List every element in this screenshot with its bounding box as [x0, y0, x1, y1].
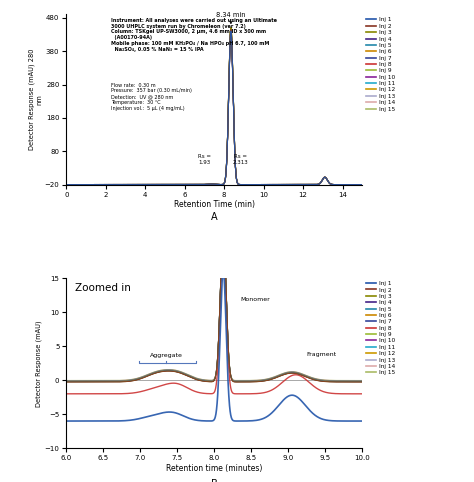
Text: Zoomed in: Zoomed in	[75, 283, 131, 293]
X-axis label: Retention time (minutes): Retention time (minutes)	[166, 464, 263, 473]
Legend: Inj 1, Inj 2, Inj 3, Inj 4, Inj 5, Inj 6, Inj 7, Inj 8, Inj 9, Inj 10, Inj 11, I: Inj 1, Inj 2, Inj 3, Inj 4, Inj 5, Inj 6…	[366, 281, 395, 375]
Text: Rs =
2.313: Rs = 2.313	[233, 154, 249, 165]
Y-axis label: Detector Response (mAU): Detector Response (mAU)	[35, 320, 42, 406]
Text: Monomer: Monomer	[240, 297, 270, 302]
Text: A: A	[211, 212, 218, 222]
Y-axis label: Detector Response (mAU) 280
nm: Detector Response (mAU) 280 nm	[28, 49, 42, 150]
Text: 8.34 min: 8.34 min	[216, 13, 246, 24]
Legend: Inj 1, Inj 2, Inj 3, Inj 4, Inj 5, Inj 6, Inj 7, Inj 8, Inj 9, Inj 10, Inj 11, I: Inj 1, Inj 2, Inj 3, Inj 4, Inj 5, Inj 6…	[366, 17, 395, 112]
Text: Fragment: Fragment	[307, 352, 337, 357]
Text: Flow rate:  0.30 m
Pressure:  357 bar (0.30 mL/min)
Detection:  UV @ 280 nm
Temp: Flow rate: 0.30 m Pressure: 357 bar (0.3…	[111, 82, 191, 111]
Text: Rs =
1.93: Rs = 1.93	[198, 154, 211, 165]
Text: Aggregate: Aggregate	[150, 353, 182, 359]
X-axis label: Retention Time (min): Retention Time (min)	[174, 201, 255, 209]
Text: B: B	[211, 479, 218, 482]
Text: Instrument: All analyses were carried out using an Ultimate
3000 UHPLC system ru: Instrument: All analyses were carried ou…	[111, 18, 277, 52]
